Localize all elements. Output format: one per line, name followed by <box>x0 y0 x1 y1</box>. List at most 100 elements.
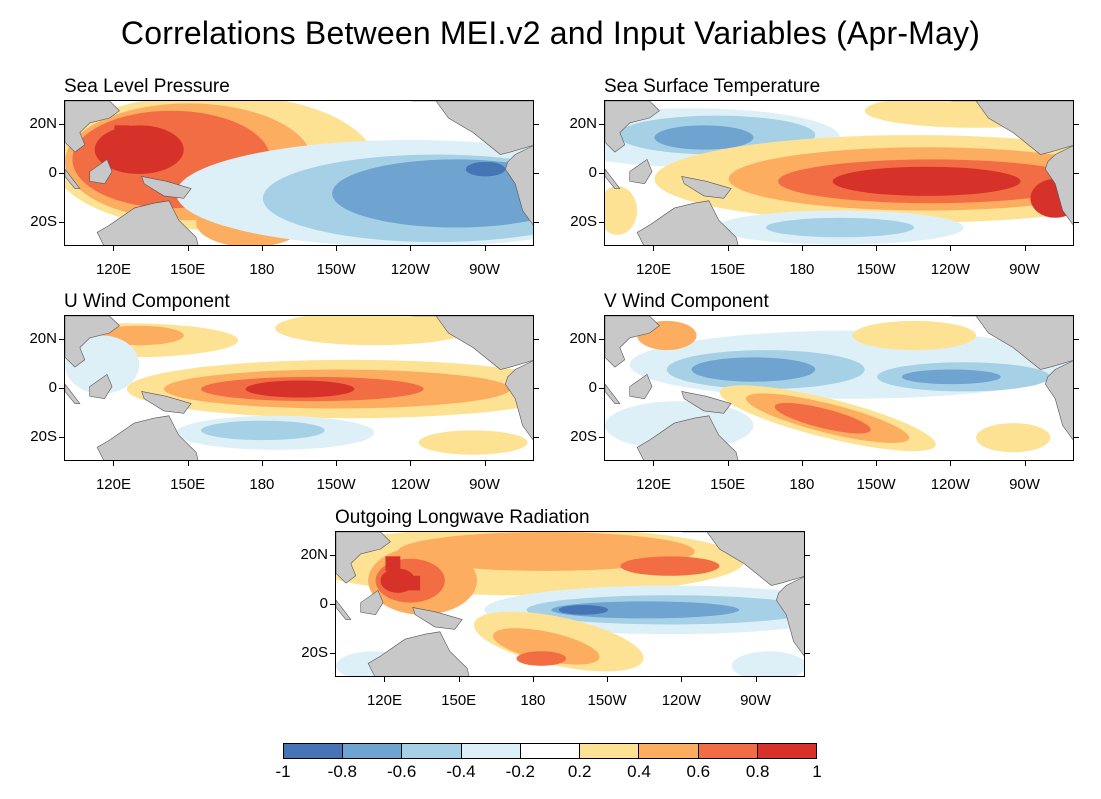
lon-label: 90W <box>1009 261 1040 278</box>
lat-tick <box>59 124 64 126</box>
correlation-field <box>65 316 533 460</box>
landmass-4 <box>141 176 192 199</box>
landmass-4 <box>412 607 463 630</box>
colorbar-bin-p3 <box>698 744 758 758</box>
contour-p3 <box>516 651 567 666</box>
lon-label: 120W <box>390 261 430 278</box>
colorbar-label: 0.8 <box>745 762 770 781</box>
contour-p4 <box>134 144 150 160</box>
colorbar-label: 0.2 <box>567 762 592 781</box>
lat-tick <box>330 604 335 605</box>
lat-tick <box>59 388 64 389</box>
contour-p1 <box>275 316 474 346</box>
contour-n1 <box>65 335 140 394</box>
lat-label: 0 <box>588 164 597 181</box>
lat-tick <box>1074 173 1079 174</box>
contour-p2 <box>492 628 600 665</box>
contour-n3 <box>551 601 740 619</box>
lon-label: 150E <box>170 261 206 278</box>
panel-v-wind-component: V Wind Component 20N 0 20S 120E 150E 180 150W 1… <box>569 291 1079 495</box>
lon-tick <box>410 461 412 466</box>
lon-label: 120E <box>366 692 402 709</box>
lat-tick <box>330 555 335 557</box>
landmass-4 <box>141 391 192 414</box>
lon-tick <box>187 461 189 466</box>
lat-tick <box>534 388 539 389</box>
lat-tick <box>599 173 604 174</box>
lat-tick <box>534 173 539 174</box>
correlation-field <box>336 532 804 676</box>
lon-label: 90W <box>469 476 500 493</box>
landmass-5 <box>411 316 533 370</box>
lon-label: 120E <box>95 261 131 278</box>
lon-label: 150W <box>316 476 356 493</box>
lat-tick <box>59 173 64 174</box>
lon-tick <box>1024 246 1026 251</box>
panel-title: Sea Level Pressure <box>64 76 230 97</box>
lon-label: 150E <box>170 476 206 493</box>
lon-label: 90W <box>1009 476 1040 493</box>
lat-tick <box>330 652 335 654</box>
lon-label: 150W <box>316 261 356 278</box>
lon-label: 150W <box>856 476 896 493</box>
lat-label: 20S <box>570 212 597 230</box>
map-u-wind-component <box>64 315 534 461</box>
lon-label: 90W <box>469 261 500 278</box>
lon-tick <box>410 246 412 251</box>
landmass-2 <box>65 383 81 404</box>
landmass-4 <box>681 391 732 414</box>
landmass-5 <box>682 532 804 586</box>
lat-label: 20S <box>30 212 57 230</box>
contour-p4 <box>832 166 1021 196</box>
landmass-0 <box>65 101 120 153</box>
lon-label: 150W <box>856 261 896 278</box>
landmass-2 <box>336 599 352 620</box>
lat-label: 20N <box>29 330 57 348</box>
colorbar-bin-zero <box>520 744 581 758</box>
lon-tick <box>458 677 460 682</box>
lat-label: 20S <box>30 427 57 445</box>
landmass-3 <box>629 158 653 185</box>
lon-tick <box>755 677 757 682</box>
lon-label: 150E <box>710 261 746 278</box>
lat-label: 0 <box>48 379 57 396</box>
colorbar-label: 0.4 <box>627 762 651 781</box>
landmass-2 <box>65 168 81 189</box>
lon-label: 120E <box>635 476 671 493</box>
lat-label: 20S <box>301 643 328 661</box>
lon-tick <box>727 461 729 466</box>
lat-tick <box>1074 339 1079 341</box>
colorbar-bin-p4 <box>757 744 816 758</box>
lat-tick <box>805 652 810 654</box>
contour-p1 <box>976 423 1051 453</box>
colorbar-label: 1 <box>812 762 822 781</box>
lon-label: 120W <box>930 261 970 278</box>
landmass-2 <box>605 383 621 404</box>
landmass-0 <box>605 101 660 153</box>
contour-n3 <box>691 357 816 382</box>
contour-p4 <box>114 125 130 140</box>
landmass-0 <box>605 316 660 368</box>
lon-label: 120W <box>930 476 970 493</box>
lon-label: 150E <box>710 476 746 493</box>
lat-label: 20N <box>29 115 57 133</box>
contour-n2 <box>201 420 325 441</box>
lat-label: 0 <box>588 379 597 396</box>
lon-label: 120W <box>661 692 701 709</box>
lat-tick <box>599 124 604 126</box>
lon-label: 150E <box>441 692 477 709</box>
lon-tick <box>113 461 115 466</box>
contour-p3 <box>774 402 871 434</box>
colorbar-label: -0.4 <box>446 762 476 781</box>
lon-tick <box>950 461 952 466</box>
lat-tick <box>1074 436 1079 438</box>
landmass-0 <box>336 532 391 584</box>
contour-p2 <box>397 532 695 571</box>
figure-title: Correlations Between MEI.v2 and Input Va… <box>120 15 981 51</box>
lat-tick <box>59 436 64 438</box>
panel-title: Sea Surface Temperature <box>604 76 821 97</box>
lon-tick <box>876 246 878 251</box>
contour-p1 <box>418 430 528 455</box>
lon-tick <box>801 461 803 466</box>
lon-label: 180 <box>249 261 275 278</box>
